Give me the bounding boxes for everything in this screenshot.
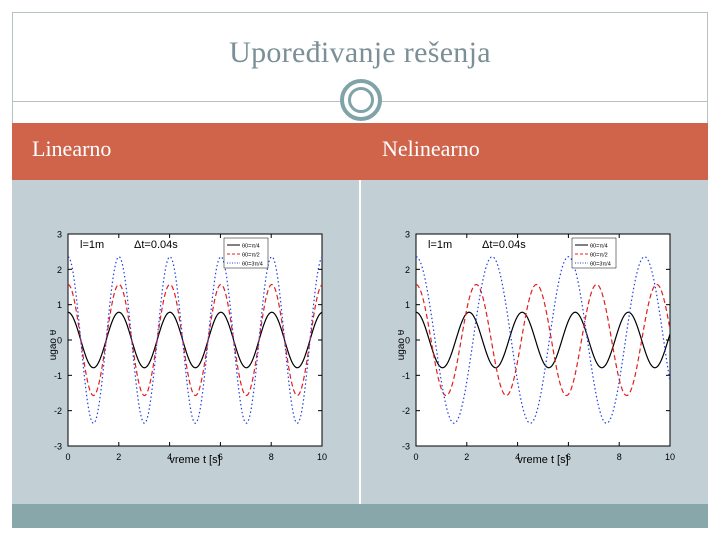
x-tick-label: 6 bbox=[218, 452, 223, 462]
x-tick-label: 4 bbox=[515, 452, 520, 462]
header-band bbox=[12, 123, 708, 180]
x-tick-label: 0 bbox=[65, 452, 70, 462]
y-tick-label: -2 bbox=[402, 406, 410, 416]
column-divider bbox=[359, 180, 361, 504]
slide-title: Upoređivanje rešenja bbox=[229, 36, 491, 69]
legend-box bbox=[223, 237, 269, 269]
plot-area bbox=[67, 233, 323, 447]
legend-entry-3: θ0=3π/4 bbox=[590, 262, 611, 268]
x-tick-label: 8 bbox=[269, 452, 274, 462]
x-axis-label: vreme t [s] bbox=[169, 454, 220, 466]
circle-ornament-inner bbox=[348, 87, 374, 113]
y-tick-label: 2 bbox=[57, 265, 62, 275]
y-axis-label: ugao θ bbox=[398, 329, 407, 360]
legend-entry-1: θ0=π/4 bbox=[590, 244, 608, 250]
x-tick-label: 8 bbox=[617, 452, 622, 462]
annotation-step: Δt=0.04s bbox=[482, 239, 526, 251]
y-tick-label: -1 bbox=[402, 371, 410, 381]
x-tick-label: 6 bbox=[566, 452, 571, 462]
legend-entry-1: θ0=π/4 bbox=[242, 244, 260, 250]
annotation-step: Δt=0.04s bbox=[134, 239, 178, 251]
x-axis-label: vreme t [s] bbox=[517, 454, 568, 466]
title-divider-right bbox=[380, 101, 708, 102]
y-tick-label: 0 bbox=[405, 336, 410, 346]
x-tick-label: 10 bbox=[317, 452, 327, 462]
left-column-label: Linearno bbox=[32, 136, 112, 161]
series-line-1 bbox=[67, 311, 323, 369]
x-tick-label: 4 bbox=[167, 452, 172, 462]
series-line-2 bbox=[67, 283, 323, 397]
annotation-length: l=1m bbox=[80, 239, 104, 251]
series-line-3 bbox=[415, 256, 671, 424]
footer-band bbox=[12, 504, 708, 528]
y-tick-label: 0 bbox=[57, 336, 62, 346]
y-tick-label: 3 bbox=[405, 230, 410, 240]
series-line-3 bbox=[67, 256, 323, 424]
y-tick-label: 3 bbox=[57, 230, 62, 240]
legend-entry-2: θ0=π/2 bbox=[590, 253, 608, 259]
annotation-length: l=1m bbox=[428, 239, 452, 251]
series-line-2 bbox=[415, 283, 671, 397]
y-tick-label: -2 bbox=[54, 406, 62, 416]
title-divider-left bbox=[12, 101, 342, 102]
x-tick-label: 2 bbox=[116, 452, 121, 462]
y-tick-label: 1 bbox=[405, 300, 410, 310]
legend-box bbox=[571, 237, 617, 269]
x-tick-label: 10 bbox=[665, 452, 675, 462]
x-tick-label: 0 bbox=[413, 452, 418, 462]
y-tick-label: -3 bbox=[54, 442, 62, 452]
y-tick-label: 2 bbox=[405, 265, 410, 275]
y-tick-label: -1 bbox=[54, 371, 62, 381]
plot-area bbox=[415, 233, 671, 447]
y-tick-label: 1 bbox=[57, 300, 62, 310]
y-axis-label: ugao θ bbox=[50, 329, 59, 360]
right-column-label: Nelinearno bbox=[382, 136, 480, 161]
x-tick-label: 2 bbox=[464, 452, 469, 462]
legend-entry-3: θ0=3π/4 bbox=[242, 262, 263, 268]
circle-ornament-icon bbox=[340, 79, 382, 121]
series-line-1 bbox=[415, 311, 671, 369]
legend-entry-2: θ0=π/2 bbox=[242, 253, 260, 259]
y-tick-label: -3 bbox=[402, 442, 410, 452]
